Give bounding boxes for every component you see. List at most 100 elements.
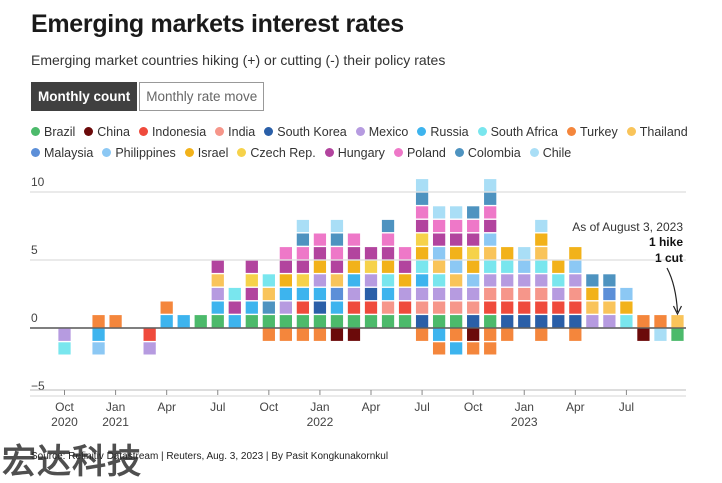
bar-segment xyxy=(381,315,395,328)
bar-segment xyxy=(501,287,514,301)
bar-segment xyxy=(415,260,429,273)
bar-segment xyxy=(262,328,275,341)
legend-item: Mexico xyxy=(355,124,408,139)
bar-segment xyxy=(279,301,292,314)
chart-title: Emerging markets interest rates xyxy=(31,10,404,38)
bar-segment xyxy=(432,260,446,273)
bar-segment xyxy=(364,301,378,314)
bar-segment xyxy=(535,274,548,287)
legend-item: India xyxy=(215,124,255,139)
bar-segment xyxy=(330,219,344,233)
bar-segment xyxy=(245,315,258,328)
bar-segment xyxy=(330,274,344,287)
legend-label: Czech Rep. xyxy=(250,145,316,160)
bar-segment xyxy=(569,328,582,341)
bar-segment xyxy=(501,274,514,287)
legend-item: Malaysia xyxy=(31,145,93,160)
x-tick-label: Jan xyxy=(106,400,125,414)
legend-label: Poland xyxy=(406,145,446,160)
bar-segment xyxy=(552,315,565,328)
bar-segment xyxy=(296,219,310,233)
legend-label: Philippines xyxy=(115,145,176,160)
legend-label: Russia xyxy=(430,124,469,139)
bar-segment xyxy=(330,315,344,328)
bar-segment xyxy=(347,274,361,287)
legend-swatch xyxy=(355,127,365,136)
bar-segment xyxy=(228,287,241,301)
bar-segment xyxy=(347,287,361,301)
legend-swatch xyxy=(31,148,40,157)
x-year-label: 2022 xyxy=(307,415,334,429)
legend-item: Thailand xyxy=(626,124,688,139)
legend-swatch xyxy=(626,127,636,136)
bar-segment xyxy=(569,260,582,273)
bar-segment xyxy=(484,179,497,192)
tab-monthly-rate-move[interactable]: Monthly rate move xyxy=(139,82,265,111)
bar-segment xyxy=(262,301,275,314)
legend-label: Brazil xyxy=(44,124,76,139)
bar-segment xyxy=(450,219,463,233)
tab-monthly-count[interactable]: Monthly count xyxy=(31,82,138,111)
bar-segment xyxy=(279,274,292,287)
bar-segment xyxy=(330,328,344,341)
bar-segment xyxy=(211,260,224,273)
bar-segment xyxy=(58,342,71,355)
bar-segment xyxy=(245,274,258,287)
bar-segment xyxy=(415,219,429,233)
bar-segment xyxy=(467,315,480,328)
bar-segment xyxy=(364,287,378,301)
bar-segment xyxy=(450,287,463,301)
legend-swatch xyxy=(417,127,427,136)
x-tick-label: Jan xyxy=(310,400,329,414)
bar-segment xyxy=(313,233,327,246)
bar-segment xyxy=(603,301,616,314)
bar-segment xyxy=(296,260,310,273)
x-tick-label: Jan xyxy=(515,400,534,414)
bar-segment xyxy=(313,287,327,301)
bar-segment xyxy=(518,260,531,273)
bar-segment xyxy=(296,287,310,301)
bar-segment xyxy=(552,260,565,273)
bar-segment xyxy=(330,287,344,301)
view-toggle: Monthly count Monthly rate move xyxy=(31,82,265,111)
x-tick-label: Jul xyxy=(414,400,429,414)
bar-segment xyxy=(535,301,548,314)
legend-label: China xyxy=(97,124,130,139)
bar-segment xyxy=(484,287,497,301)
legend-swatch xyxy=(529,148,539,157)
bar-segment xyxy=(603,274,616,287)
bar-segment xyxy=(432,206,446,219)
legend-label: Colombia xyxy=(467,145,521,160)
bar-segment xyxy=(518,287,531,301)
bar-segment xyxy=(381,247,395,260)
bar-segment xyxy=(92,328,105,341)
bar-segment xyxy=(535,328,548,341)
bar-segment xyxy=(552,287,565,301)
x-year-label: 2020 xyxy=(51,415,78,429)
bar-segment xyxy=(535,287,548,301)
legend-label: Malaysia xyxy=(44,145,94,160)
legend-item: Chile xyxy=(529,145,571,160)
legend-item: Hungary xyxy=(324,145,385,160)
annotation-arrowhead xyxy=(672,305,683,316)
bar-segment xyxy=(484,233,497,246)
bar-segment xyxy=(143,328,156,341)
x-tick-label: Oct xyxy=(260,400,279,414)
bar-segment xyxy=(381,287,395,301)
bar-segment xyxy=(654,315,667,328)
x-tick-label: Apr xyxy=(362,400,381,414)
bar-segment xyxy=(364,247,378,260)
legend-swatch xyxy=(477,127,487,136)
bar-segment xyxy=(330,247,344,260)
bar-segment xyxy=(535,315,548,328)
bar-segment xyxy=(432,247,446,260)
legend-swatch xyxy=(324,148,334,157)
legend-swatch xyxy=(184,148,194,157)
bar-segment xyxy=(586,287,599,301)
bar-segment xyxy=(398,274,412,287)
bar-segment xyxy=(586,301,599,314)
bar-segment xyxy=(313,274,327,287)
bar-segment xyxy=(535,219,548,233)
bar-segment xyxy=(552,301,565,314)
